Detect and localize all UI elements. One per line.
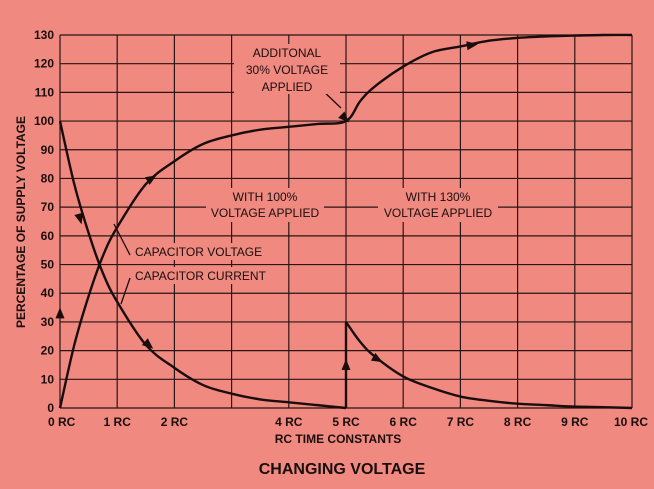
y-tick-80: 80 xyxy=(41,171,55,185)
bg-with130 xyxy=(378,188,498,222)
arrow-current-jump xyxy=(341,358,351,370)
y-tick-0: 0 xyxy=(47,401,54,415)
y-tick-30: 30 xyxy=(41,315,55,329)
bg-additional xyxy=(234,44,340,94)
arrow-voltage-mid-head xyxy=(144,175,157,185)
annotation-additional-3: APPLIED xyxy=(262,80,313,94)
annotation-with130-2: VOLTAGE APPLIED xyxy=(384,206,493,220)
arrow-current-drop xyxy=(74,212,84,225)
x-tick-10: 10 RC xyxy=(614,415,648,429)
arrow-current-130-head xyxy=(370,352,383,363)
y-tick-100: 100 xyxy=(34,114,54,128)
y-tick-20: 20 xyxy=(41,344,55,358)
arrow-additional-pointer-head xyxy=(338,111,350,123)
y-tick-130: 130 xyxy=(34,28,54,42)
arrow-voltage-rise xyxy=(55,307,65,319)
y-tick-labels: 0 10 20 30 40 50 60 70 80 90 100 110 120 130 xyxy=(34,28,54,415)
y-tick-60: 60 xyxy=(41,229,55,243)
arrow-current-jump-head xyxy=(341,358,351,370)
bg-cap-voltage xyxy=(132,243,260,260)
x-tick-5: 5 RC xyxy=(332,415,360,429)
arrow-voltage-130 xyxy=(466,41,478,51)
x-tick-0: 0 RC xyxy=(48,415,76,429)
series-1-line-1 xyxy=(345,321,633,410)
arrow-additional-pointer xyxy=(338,111,350,123)
annotation-with100-2: VOLTAGE APPLIED xyxy=(211,206,320,220)
x-axis-title: RC TIME CONSTANTS xyxy=(275,432,401,446)
x-tick-2: 2 RC xyxy=(161,415,189,429)
y-axis-title: PERCENTAGE OF SUPPLY VOLTAGE xyxy=(14,116,28,328)
annotation-with100-1: WITH 100% xyxy=(233,190,298,204)
arrow-current-130 xyxy=(370,352,383,363)
chart-title: CHANGING VOLTAGE xyxy=(259,461,426,478)
x-tick-1: 1 RC xyxy=(104,415,132,429)
x-tick-labels: 0 RC 1 RC 2 RC 4 RC 5 RC 6 RC 7 RC 8 RC 9 RC 10 R… xyxy=(48,415,648,429)
arrow-voltage-mid xyxy=(144,175,157,185)
series-0-line-0 xyxy=(58,33,633,409)
arrow-voltage-130-head xyxy=(466,41,478,51)
leader-cap-voltage xyxy=(113,223,131,256)
y-tick-40: 40 xyxy=(41,286,55,300)
y-tick-110: 110 xyxy=(35,85,55,99)
arrow-current-mid-head xyxy=(141,338,154,349)
y-tick-10: 10 xyxy=(41,372,55,386)
annotation-with130-1: WITH 130% xyxy=(406,190,471,204)
arrow-current-mid xyxy=(141,338,154,349)
legend-capacitor-current: CAPACITOR CURRENT xyxy=(135,269,267,283)
annotation-additional-1: ADDITONAL xyxy=(253,46,322,60)
bg-cap-current xyxy=(132,267,260,284)
leader-cap-current xyxy=(120,277,131,305)
curves xyxy=(55,33,633,410)
x-tick-6: 6 RC xyxy=(390,415,418,429)
y-tick-70: 70 xyxy=(41,200,55,214)
arrow-voltage-rise-head xyxy=(55,307,65,319)
y-tick-50: 50 xyxy=(41,258,55,272)
y-tick-120: 120 xyxy=(34,57,54,71)
x-tick-4: 4 RC xyxy=(275,415,303,429)
arrow-current-drop-head xyxy=(74,212,84,225)
legend-capacitor-voltage: CAPACITOR VOLTAGE xyxy=(135,245,262,259)
x-tick-9: 9 RC xyxy=(561,415,589,429)
annotation-additional-2: 30% VOLTAGE xyxy=(246,63,328,77)
bg-with100 xyxy=(206,188,324,222)
series-1-line-0 xyxy=(58,120,347,410)
x-tick-7: 7 RC xyxy=(447,415,475,429)
y-tick-90: 90 xyxy=(41,143,55,157)
x-tick-8: 8 RC xyxy=(504,415,532,429)
